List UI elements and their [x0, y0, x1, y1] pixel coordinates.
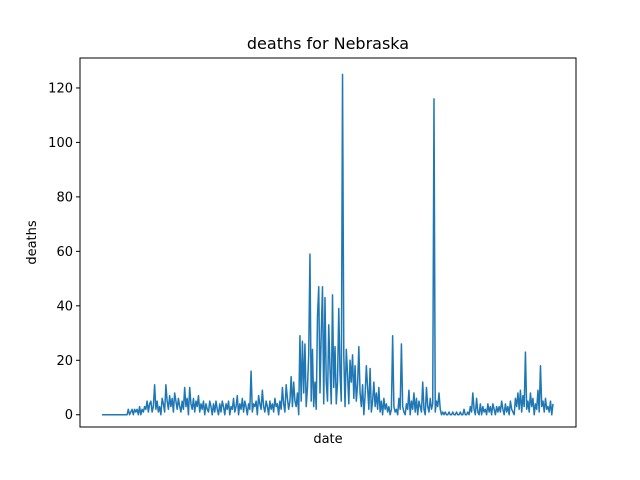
y-tick-label: 40 — [56, 299, 73, 314]
series-line — [102, 73, 554, 416]
y-axis-label: deaths — [25, 220, 40, 265]
plot-frame — [79, 57, 577, 428]
plot-area — [102, 73, 554, 416]
y-tick-label: 100 — [48, 136, 73, 151]
y-tick-label: 80 — [56, 190, 73, 205]
y-axis: 0 20 40 60 80 100 120 — [48, 81, 80, 423]
y-tick-label: 60 — [56, 245, 73, 260]
y-tick-label: 20 — [56, 354, 73, 369]
chart-title: deaths for Nebraska — [247, 34, 409, 53]
x-axis-label: date — [313, 432, 342, 447]
y-tick-label: 0 — [65, 408, 73, 423]
y-tick-label: 120 — [48, 81, 73, 96]
